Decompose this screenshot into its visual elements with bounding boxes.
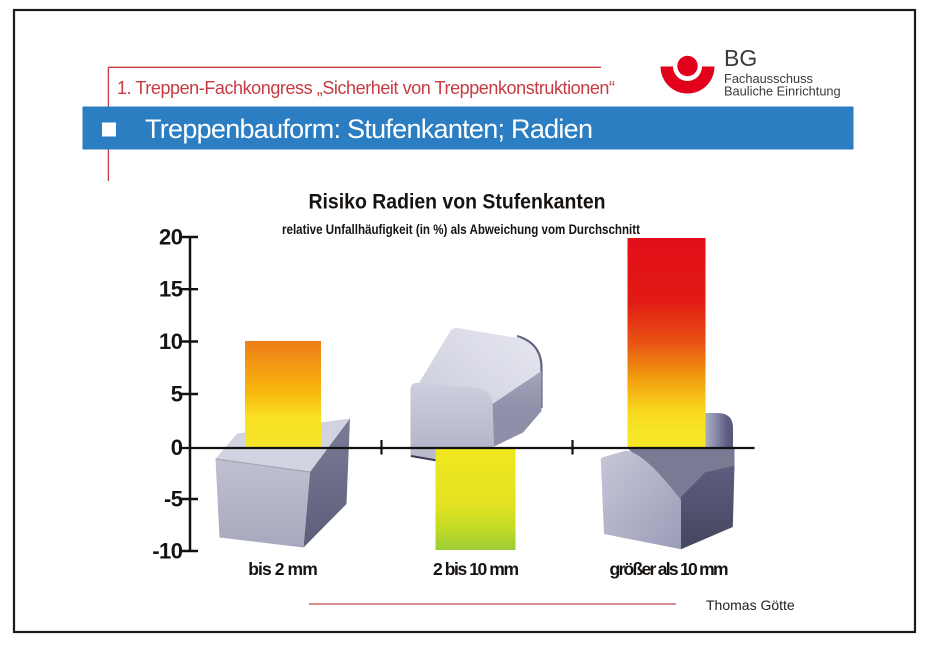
svg-text:Risiko Radien von Stufenkanten: Risiko Radien von Stufenkanten	[309, 191, 606, 214]
svg-text:-10: -10	[152, 539, 183, 564]
svg-text:größer als 10 mm: größer als 10 mm	[610, 559, 729, 579]
svg-text:-5: -5	[164, 487, 183, 512]
svg-text:BG: BG	[724, 45, 757, 71]
svg-text:Bauliche Einrichtung: Bauliche Einrichtung	[724, 84, 841, 99]
svg-text:Treppenbauform: Stufenkanten;: Treppenbauform: Stufenkanten; Radien	[145, 114, 593, 144]
svg-text:0: 0	[171, 435, 183, 460]
svg-text:Thomas Götte: Thomas Götte	[706, 597, 795, 613]
svg-text:relative Unfallhäufigkeit (in: relative Unfallhäufigkeit (in %) als Abw…	[282, 221, 640, 237]
svg-text:1. Treppen-Fachkongress „Siche: 1. Treppen-Fachkongress „Sicherheit von …	[117, 78, 615, 98]
svg-text:10: 10	[159, 329, 183, 354]
svg-text:20: 20	[159, 225, 183, 250]
svg-text:5: 5	[171, 382, 183, 407]
svg-text:15: 15	[159, 277, 183, 302]
svg-text:Fachausschuss: Fachausschuss	[724, 71, 813, 86]
svg-text:2 bis 10 mm: 2 bis 10 mm	[433, 559, 519, 579]
svg-text:bis 2 mm: bis 2 mm	[248, 559, 318, 579]
